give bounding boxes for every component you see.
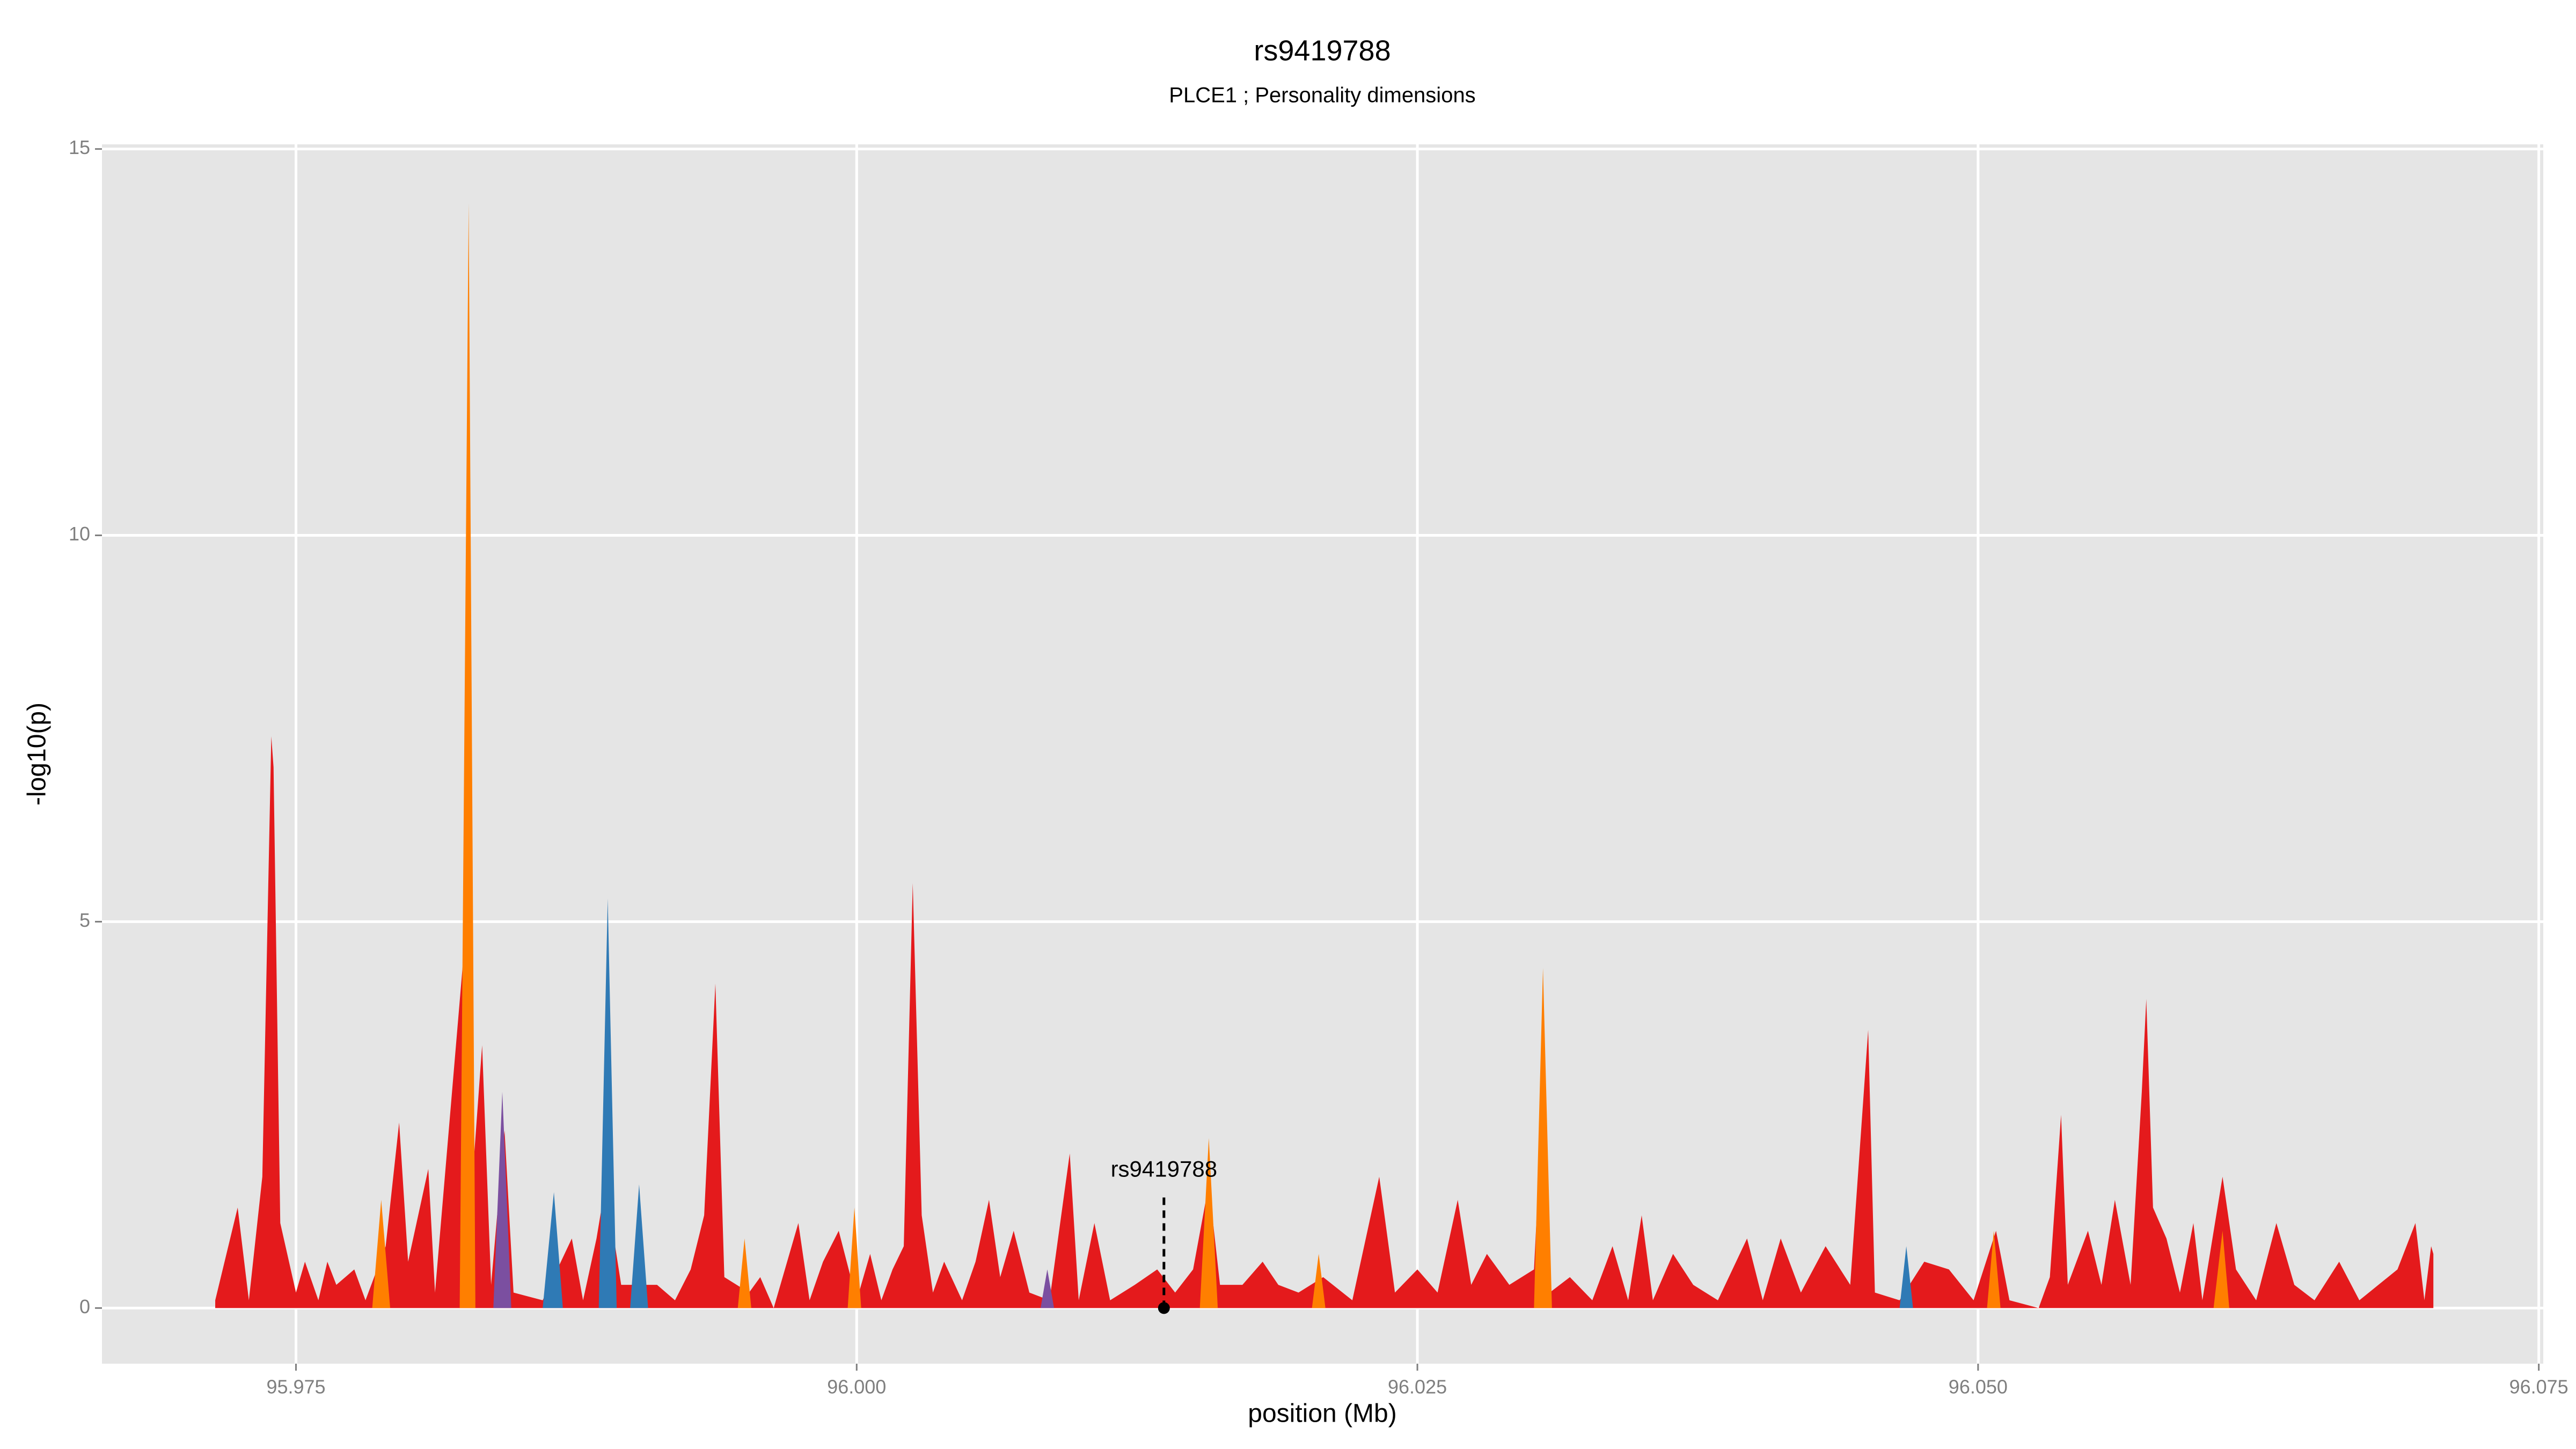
y-tick-label: 15	[69, 136, 90, 158]
chart-subtitle: PLCE1 ; Personality dimensions	[1169, 84, 1475, 107]
x-tick-label: 96.075	[2509, 1376, 2568, 1398]
x-axis-title: position (Mb)	[1248, 1400, 1396, 1428]
x-tick-label: 95.975	[266, 1376, 325, 1398]
y-axis-title: -log10(p)	[23, 702, 52, 806]
x-tick-label: 96.050	[1949, 1376, 2008, 1398]
y-tick-label: 5	[79, 909, 90, 931]
plot-background	[102, 144, 2543, 1364]
annotation-label: rs9419788	[1111, 1156, 1218, 1181]
annotation-point	[1158, 1302, 1170, 1314]
chart-title: rs9419788	[1254, 34, 1391, 67]
y-tick-label: 10	[69, 523, 90, 545]
x-tick-label: 96.000	[827, 1376, 886, 1398]
area	[215, 736, 2434, 1308]
x-tick-label: 96.025	[1388, 1376, 1447, 1398]
y-tick-label: 0	[79, 1296, 90, 1318]
